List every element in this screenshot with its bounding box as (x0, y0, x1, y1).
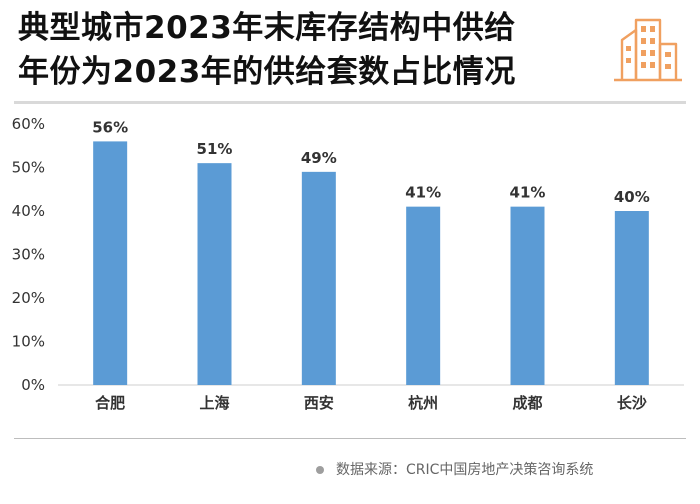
category-label: 杭州 (408, 394, 438, 412)
title-divider (14, 101, 686, 104)
data-label: 51% (197, 140, 233, 158)
y-tick-label: 60% (12, 115, 45, 133)
data-source-value: CRIC中国房地产决策咨询系统 (406, 462, 594, 478)
footer-rule (14, 438, 686, 439)
bullet-icon (316, 466, 324, 474)
data-label: 41% (405, 184, 441, 202)
bar (93, 141, 128, 385)
bar (614, 211, 649, 385)
bar (510, 206, 545, 385)
data-label: 41% (510, 184, 546, 202)
category-label: 合肥 (94, 394, 125, 412)
category-label: 长沙 (617, 394, 647, 412)
y-tick-label: 10% (12, 333, 45, 351)
y-tick-label: 0% (21, 376, 45, 394)
city-buildings-icon (614, 18, 682, 82)
y-tick-label: 30% (12, 246, 45, 264)
data-label: 40% (614, 188, 650, 206)
y-tick-label: 50% (12, 159, 45, 177)
bar (197, 163, 232, 385)
data-label: 49% (301, 149, 337, 167)
chart-title-line-2: 年份为2023年的供给套数占比情况 (18, 54, 516, 90)
y-tick-label: 40% (12, 202, 45, 220)
bar (301, 171, 336, 385)
bar (406, 206, 441, 385)
category-label: 西安 (304, 394, 334, 412)
category-label: 成都 (512, 394, 542, 412)
data-source: 数据来源：CRIC中国房地产决策咨询系统 (316, 460, 593, 480)
data-source-label: 数据来源： (336, 462, 406, 478)
chart-title-line-1: 典型城市2023年末库存结构中供给 (18, 10, 516, 46)
data-label: 56% (92, 118, 128, 136)
bar-chart: 0% 10% 20% 30% 40% 50% 60% 56% 合肥 51% 上海 49% 西安 41% 杭州… (12, 115, 684, 412)
category-label: 上海 (199, 394, 229, 412)
y-tick-label: 20% (12, 289, 45, 307)
chart-title: 典型城市2023年末库存结构中供给 年份为2023年的供给套数占比情况 (18, 6, 608, 94)
